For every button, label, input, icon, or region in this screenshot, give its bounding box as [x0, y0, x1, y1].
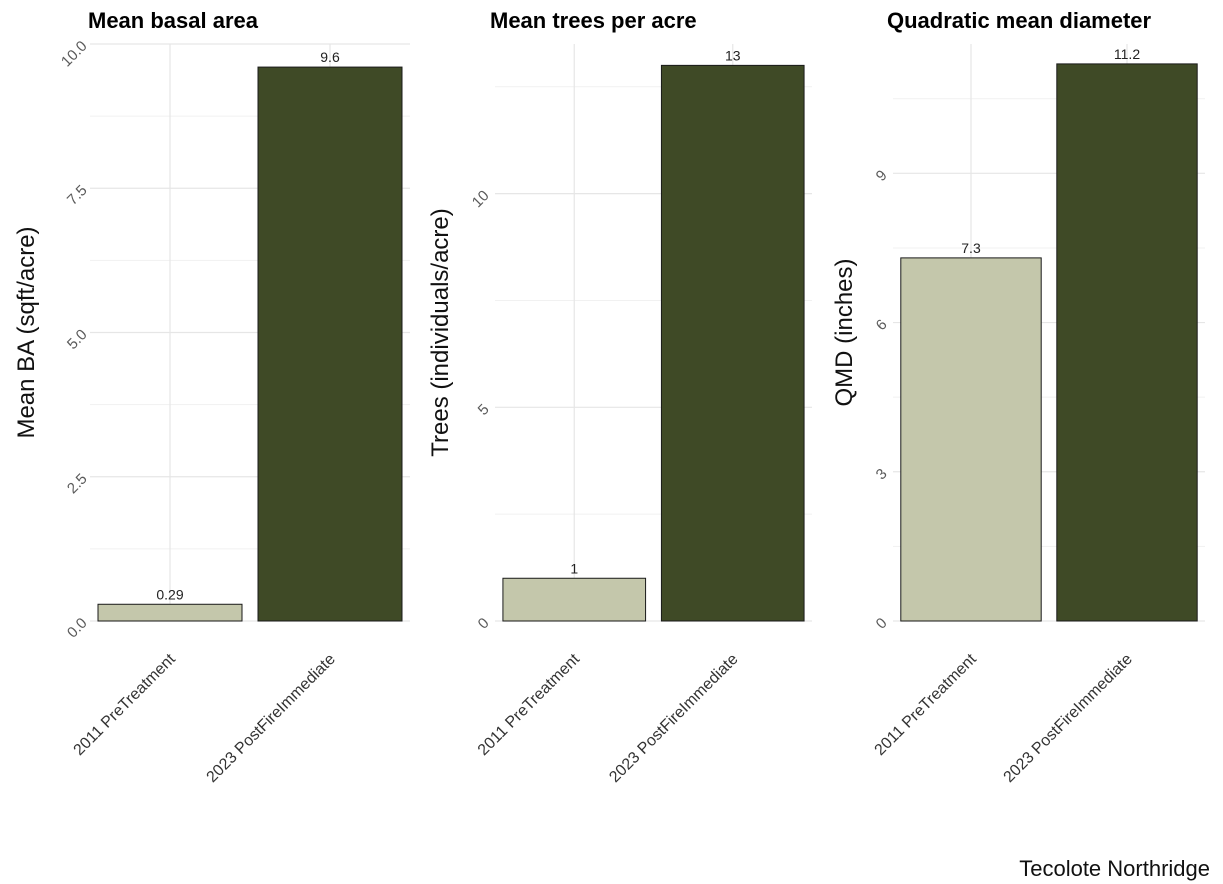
x-category-label: 2011 PreTreatment — [71, 650, 180, 759]
x-category-label: 2023 PostFireImmediate — [204, 651, 339, 786]
y-tick-label: 6 — [873, 316, 891, 334]
bar-1 — [502, 577, 647, 622]
y-tick-label: 5 — [475, 401, 493, 419]
y-tick-label: 0 — [873, 615, 891, 633]
bar-value-label: 11.2 — [1114, 46, 1140, 62]
chart-panel-2: 1 13 0 5 10 2011 PreTreatment 2023 PostFireImm… — [427, 8, 812, 786]
bar-value-label: 1 — [570, 560, 578, 576]
bar-2 — [257, 66, 403, 622]
y-tick-label: 2.5 — [64, 470, 91, 497]
y-axis-title: QMD (inches) — [831, 258, 858, 406]
y-axis-title: Trees (individuals/acre) — [427, 208, 454, 457]
x-category-label: 2011 PreTreatment — [872, 650, 981, 759]
panel-title: Mean basal area — [88, 8, 259, 33]
chart-panel-3: 7.3 11.2 0 3 6 9 2011 PreTreatment 2023 PostFir… — [831, 8, 1205, 786]
y-tick-label: 10 — [469, 187, 493, 211]
panel-title: Mean trees per acre — [490, 8, 697, 33]
y-tick-label: 0.0 — [64, 615, 91, 642]
bar-value-label: 0.29 — [156, 586, 183, 602]
y-axis-title: Mean BA (sqft/acre) — [13, 226, 40, 438]
bar-1 — [900, 257, 1042, 622]
y-tick-label: 0 — [475, 615, 493, 633]
bar-value-label: 13 — [725, 47, 741, 63]
bar-2 — [1056, 63, 1198, 622]
x-category-label: 2023 PostFireImmediate — [606, 651, 741, 786]
y-tick-label: 3 — [873, 465, 891, 483]
bar-1 — [97, 603, 243, 622]
bar-value-label: 7.3 — [961, 240, 981, 256]
y-tick-label: 10.0 — [58, 38, 91, 71]
chart-panel-1: 0.29 9.6 0.0 2.5 5.0 7.5 10.0 2011 PreTreatment… — [13, 8, 410, 786]
y-tick-label: 9 — [873, 167, 891, 185]
y-tick-label: 7.5 — [64, 182, 91, 209]
bar-2 — [660, 64, 805, 622]
panel-title: Quadratic mean diameter — [887, 8, 1152, 33]
x-category-label: 2011 PreTreatment — [475, 650, 584, 759]
x-category-label: 2023 PostFireImmediate — [1001, 651, 1136, 786]
y-tick-label: 5.0 — [64, 326, 91, 353]
bar-value-label: 9.6 — [320, 49, 340, 65]
figure-caption: Tecolote Northridge — [1019, 856, 1210, 881]
